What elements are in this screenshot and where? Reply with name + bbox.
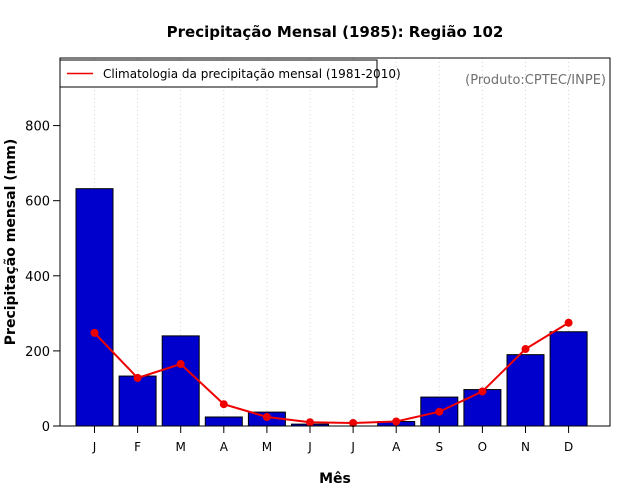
x-tick-label: D — [564, 440, 573, 454]
y-tick-label: 800 — [25, 120, 50, 135]
x-tick-label: M — [176, 440, 186, 454]
chart-title: Precipitação Mensal (1985): Região 102 — [167, 23, 504, 41]
plot-frame — [59, 57, 611, 427]
legend-entry: Climatologia da precipitação mensal (198… — [103, 67, 401, 81]
bar-2 — [161, 335, 200, 427]
grid-lines — [94, 58, 570, 426]
x-tick-label: A — [220, 440, 229, 454]
y-axis-label: Precipitação mensal (mm) — [3, 139, 19, 345]
x-tick-label: J — [307, 440, 312, 454]
bar-1 — [118, 375, 157, 427]
bar-10 — [506, 354, 545, 427]
x-tick-label: J — [350, 440, 355, 454]
climatology-line — [93, 321, 570, 424]
x-tick-label: F — [134, 440, 141, 454]
bar-9 — [463, 389, 502, 427]
climatology-point-9 — [478, 387, 487, 396]
climatology-point-1 — [133, 373, 142, 382]
climatology-point-0 — [90, 328, 99, 337]
climatology-point-10 — [521, 345, 530, 354]
y-tick-label: 0 — [42, 420, 50, 435]
bars — [75, 188, 588, 427]
x-axis-label: Mês — [319, 471, 351, 487]
x-tick-label: M — [262, 440, 272, 454]
climatology-point-2 — [176, 360, 185, 369]
bar-11 — [549, 331, 588, 427]
bar-3 — [204, 416, 243, 427]
bar-0 — [75, 188, 114, 427]
x-tick-label: O — [478, 440, 487, 454]
climatology-point-8 — [435, 407, 444, 416]
climatology-series — [90, 318, 573, 427]
y-tick-label: 400 — [25, 270, 50, 285]
climatology-point-6 — [349, 418, 358, 427]
climatology-point-7 — [392, 417, 401, 426]
x-tick-label: A — [392, 440, 401, 454]
y-tick-label: 600 — [25, 195, 50, 210]
y-tick-label: 200 — [25, 345, 50, 360]
climatology-point-3 — [219, 400, 228, 409]
product-credit: (Produto:CPTEC/INPE) — [465, 73, 606, 88]
x-tick-label: N — [521, 440, 530, 454]
climatology-point-4 — [262, 412, 271, 421]
legend-box — [59, 59, 378, 88]
x-tick-label: J — [92, 440, 97, 454]
legend: Climatologia da precipitação mensal (198… — [59, 59, 401, 88]
climatology-point-11 — [564, 318, 573, 327]
y-axis: 0 200 400 600 800 — [25, 120, 60, 435]
climatology-point-5 — [306, 418, 314, 427]
x-tick-label: S — [435, 440, 443, 454]
